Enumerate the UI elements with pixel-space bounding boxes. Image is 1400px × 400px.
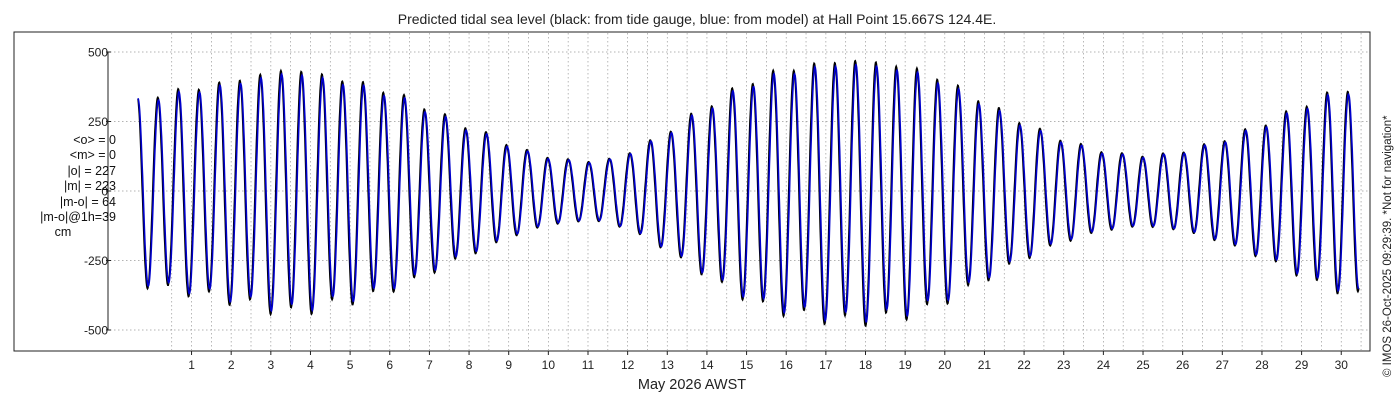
x-tick-label: 23 [1057, 358, 1071, 372]
x-tick-label: 22 [1017, 358, 1031, 372]
x-tick-label: 25 [1136, 358, 1150, 372]
y-tick-label: 0 [101, 185, 108, 199]
x-tick-label: 11 [582, 358, 595, 372]
x-tick-label: 3 [267, 358, 274, 372]
stat-unit: cm [54, 225, 72, 240]
x-tick-label: 8 [466, 358, 473, 372]
stat-abs-difference: |m-o| = 64 [59, 194, 116, 209]
x-tick-label: 21 [978, 358, 992, 372]
x-tick-label: 1 [188, 358, 195, 372]
copyright-text: © IMOS 26-Oct-2025 09:29:39. *Not for na… [1382, 115, 1394, 377]
x-tick-label: 26 [1176, 358, 1190, 372]
y-tick-label: -250 [84, 254, 108, 268]
x-tick-label: 4 [307, 358, 314, 372]
y-axis: -500 -250 0 250 500 [84, 46, 111, 338]
x-tick-label: 14 [700, 358, 714, 372]
x-tick-label: 7 [426, 358, 433, 372]
chart-title: Predicted tidal sea level (black: from t… [398, 11, 996, 27]
x-axis: 1 2 3 4 5 6 7 8 9 10 11 12 13 14 15 16 17 18 19 20 21 22 23 24 2… [188, 351, 1348, 372]
x-tick-label: 30 [1335, 358, 1349, 372]
x-tick-label: 2 [228, 358, 235, 372]
x-tick-label: 12 [621, 358, 635, 372]
x-tick-label: 20 [938, 358, 952, 372]
stat-abs-observed: |o| = 227 [67, 163, 116, 178]
x-tick-label: 28 [1255, 358, 1269, 372]
x-tick-label: 15 [740, 358, 754, 372]
x-tick-label: 16 [780, 358, 794, 372]
x-tick-label: 17 [819, 358, 833, 372]
statistics-panel: <o> = 0 <m> = 0 |o| = 227 |m| = 223 |m-o… [10, 133, 116, 241]
x-tick-label: 27 [1216, 358, 1230, 372]
y-tick-label: 250 [88, 115, 108, 129]
x-tick-label: 10 [542, 358, 556, 372]
x-tick-label: 18 [859, 358, 873, 372]
stat-mean-model: <m> = 0 [69, 148, 116, 163]
x-tick-label: 24 [1097, 358, 1111, 372]
x-tick-label: 19 [898, 358, 912, 372]
x-axis-label: May 2026 AWST [638, 377, 746, 393]
x-tick-label: 13 [661, 358, 675, 372]
stat-abs-model: |m| = 223 [63, 179, 116, 194]
x-tick-label: 5 [347, 358, 354, 372]
series-model [137, 63, 1360, 323]
x-tick-label: 9 [505, 358, 512, 372]
y-tick-label: 500 [88, 46, 108, 60]
x-tick-label: 29 [1295, 358, 1309, 372]
grid-lines [110, 33, 1369, 350]
x-tick-label: 6 [386, 358, 393, 372]
stat-abs-difference-1h: |m-o|@1h=39 [40, 210, 116, 225]
stat-mean-observed: <o> = 0 [73, 133, 116, 147]
series-lines [137, 59, 1360, 328]
y-tick-label: -500 [84, 324, 108, 338]
plot-frame [13, 31, 1371, 352]
